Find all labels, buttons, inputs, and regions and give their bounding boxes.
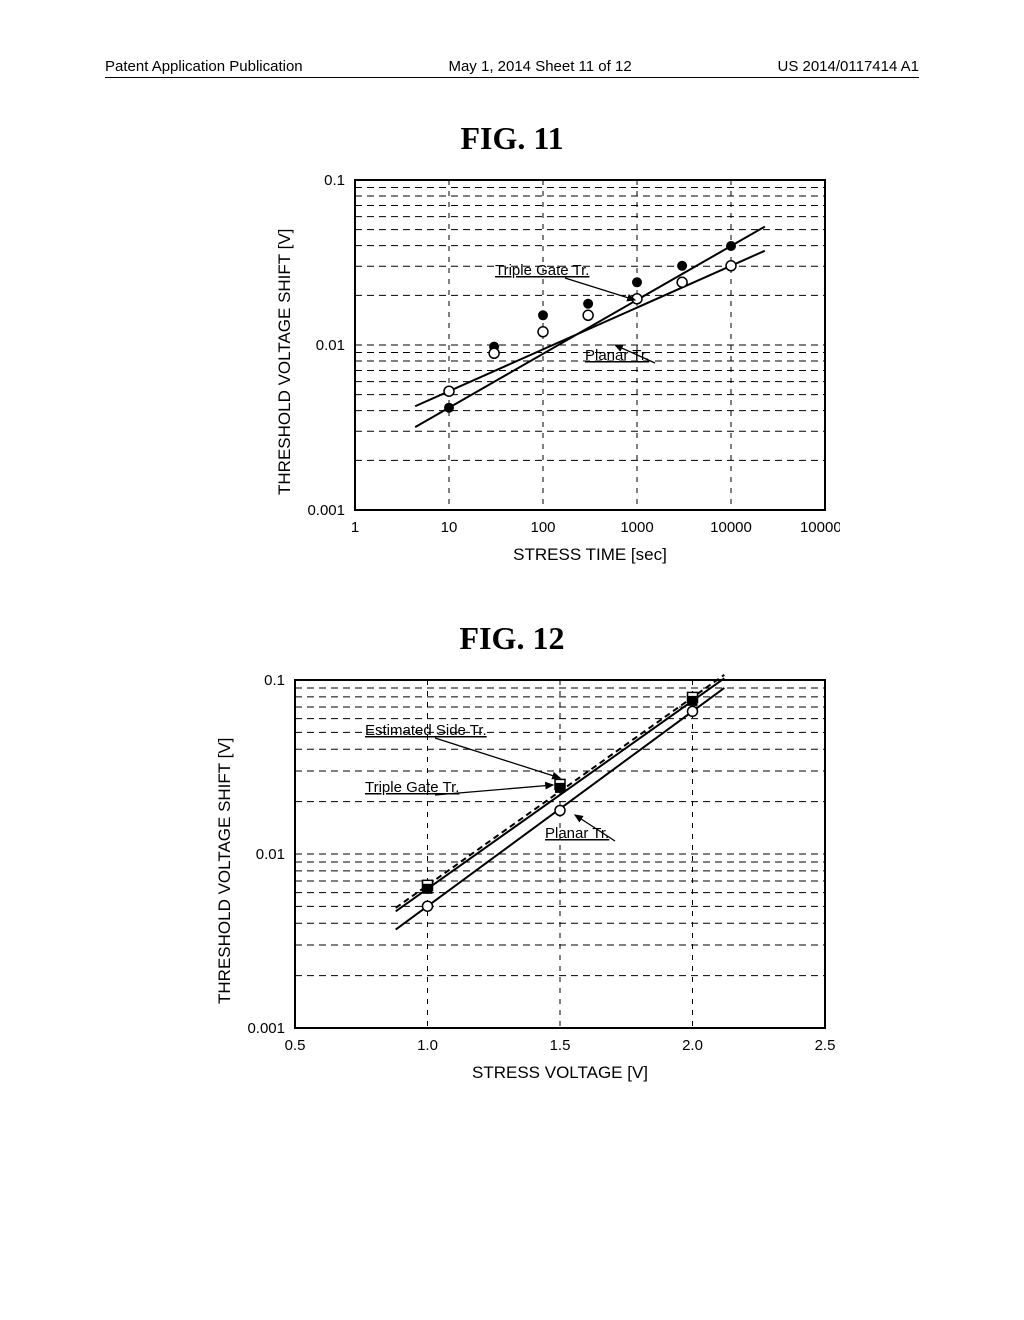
svg-text:0.01: 0.01 [316, 337, 345, 354]
header-right: US 2014/0117414 A1 [777, 58, 919, 75]
svg-text:0.01: 0.01 [256, 846, 285, 863]
svg-text:1: 1 [351, 519, 359, 536]
header-left: Patent Application Publication [105, 58, 303, 75]
svg-text:Estimated Side Tr.: Estimated Side Tr. [365, 722, 487, 739]
svg-text:0.001: 0.001 [307, 502, 345, 519]
svg-text:100: 100 [530, 519, 555, 536]
svg-text:1.0: 1.0 [417, 1037, 438, 1054]
svg-text:2.5: 2.5 [815, 1037, 836, 1054]
svg-text:2.0: 2.0 [682, 1037, 703, 1054]
page-header: Patent Application Publication May 1, 20… [105, 58, 919, 78]
svg-text:Triple Gate Tr.: Triple Gate Tr. [365, 779, 459, 796]
svg-text:0.001: 0.001 [247, 1020, 285, 1037]
svg-text:10000: 10000 [710, 519, 752, 536]
svg-text:Triple Gate Tr.: Triple Gate Tr. [495, 262, 589, 279]
figure-12-title: FIG. 12 [0, 620, 1024, 657]
svg-text:0.1: 0.1 [264, 672, 285, 689]
x-axis-label: STRESS TIME [sec] [355, 545, 825, 565]
x-axis-label: STRESS VOLTAGE [V] [295, 1063, 825, 1083]
y-axis-label: THRESHOLD VOLTAGE SHIFT [V] [275, 195, 295, 495]
y-axis-label: THRESHOLD VOLTAGE SHIFT [V] [215, 704, 235, 1004]
header-mid: May 1, 2014 Sheet 11 of 12 [448, 58, 631, 75]
svg-text:100000: 100000 [800, 519, 840, 536]
svg-text:Planar Tr.: Planar Tr. [545, 825, 609, 842]
svg-text:1.5: 1.5 [550, 1037, 571, 1054]
svg-text:0.5: 0.5 [285, 1037, 306, 1054]
figure-12-chart: 0.1 0.01 0.0010.5 1.0 1.5 2.0 2.5 Estimated Sid… [215, 670, 855, 1080]
svg-text:0.1: 0.1 [324, 172, 345, 189]
svg-text:10: 10 [441, 519, 458, 536]
figure-11-chart: 0.1 0.01 0.001 1 10 100 1000 10000 100000 Triple … [280, 170, 840, 560]
figure-11-title: FIG. 11 [0, 120, 1024, 157]
svg-text:1000: 1000 [620, 519, 653, 536]
